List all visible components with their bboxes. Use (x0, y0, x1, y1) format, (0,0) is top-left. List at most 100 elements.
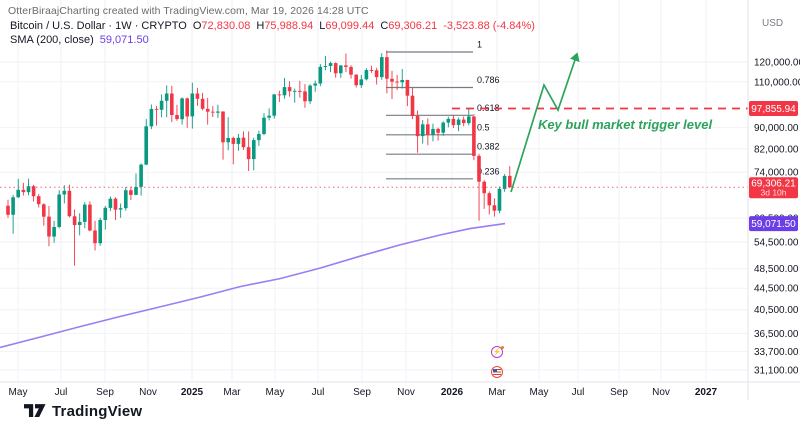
tradingview-logo-icon (24, 404, 46, 417)
candle (83, 202, 87, 229)
symbol-title: Bitcoin / U.S. Dollar · 1W · CRYPTO (10, 20, 187, 32)
candle (339, 65, 343, 78)
time-tick-label: Jul (55, 387, 68, 398)
chart-legend: Bitcoin / U.S. Dollar · 1W · CRYPTO O72,8… (10, 19, 535, 47)
candle (149, 104, 154, 130)
candle (318, 64, 323, 87)
tradingview-logo[interactable]: TradingView (24, 403, 142, 420)
bar-countdown-label: 3d 10h (761, 188, 787, 198)
candle (103, 206, 108, 230)
time-axis[interactable]: May Jul Sep Nov 2025 Mar May Jul Sep Nov 2026 Mar Ma… (9, 387, 718, 398)
price-tick-label: 82,000.00 (754, 144, 799, 155)
candle (369, 65, 374, 73)
time-tick-label: 2026 (441, 387, 464, 398)
candle (292, 88, 297, 103)
candle (205, 97, 210, 125)
us-economic-event-icon[interactable] (491, 366, 503, 378)
price-tick-label: 120,000.00 (754, 58, 800, 69)
candle (52, 220, 56, 243)
price-tick-label: 110,000.00 (754, 77, 800, 88)
sma200-line[interactable] (0, 222, 506, 349)
fib-level-label: 0.382 (477, 142, 500, 152)
time-tick-label: Sep (353, 387, 371, 398)
time-tick-label: Nov (139, 387, 157, 398)
candle (308, 84, 312, 104)
time-tick-label: Nov (652, 387, 670, 398)
candle (359, 74, 364, 88)
candle (303, 84, 307, 108)
candle (170, 85, 174, 123)
price-axis-unit: USD (762, 18, 784, 29)
candle (93, 220, 97, 251)
candle (287, 81, 292, 97)
fib-level-label: 0.618 (477, 103, 500, 113)
candle (118, 203, 123, 218)
last-price-label: 69,306.21 (751, 179, 796, 190)
candle (190, 82, 195, 129)
candle (467, 108, 471, 126)
us-flag-icon (493, 369, 501, 375)
candle (57, 190, 61, 229)
crypto-event-icon[interactable]: ⚡ (491, 346, 504, 358)
grid (0, 0, 748, 382)
candle (200, 92, 205, 111)
candle (108, 196, 113, 212)
candle (175, 104, 179, 121)
candle (502, 174, 507, 192)
fib-retracement-drawing[interactable]: 1 0.786 0.618 0.5 0.382 0.236 (386, 40, 500, 180)
time-tick-label: Jul (572, 387, 585, 398)
candle (410, 87, 415, 120)
ohlc-close-key: C (380, 20, 389, 32)
candle (364, 68, 369, 81)
symbol-legend-row[interactable]: Bitcoin / U.S. Dollar · 1W · CRYPTO O72,8… (10, 19, 535, 33)
sma-value: 59,071.50 (99, 34, 149, 46)
candle (482, 180, 486, 209)
candle (226, 117, 230, 151)
time-tick-label: Nov (397, 387, 415, 398)
time-tick-label: May (530, 387, 549, 398)
price-tick-label: 44,500.00 (754, 284, 799, 295)
price-tick-label: 36,500.00 (754, 329, 799, 340)
candle (21, 182, 26, 196)
candle (257, 130, 261, 146)
ohlc-low-key: L (319, 20, 326, 32)
annotation-text[interactable]: Key bull market trigger level (538, 117, 713, 132)
candle (446, 116, 451, 128)
candle (180, 97, 184, 125)
candle (129, 186, 133, 200)
candle (380, 53, 384, 80)
candle (124, 186, 128, 211)
candle (262, 113, 266, 136)
price-axis[interactable]: 120,000.00 110,000.00 90,000.00 82,000.00 74… (749, 58, 800, 377)
candle (16, 178, 20, 198)
price-tick-label: 33,700.00 (754, 347, 799, 358)
candle (508, 166, 512, 188)
fib-level-label: 0.236 (477, 166, 500, 176)
last-price-badge (749, 177, 798, 199)
candle (231, 136, 236, 165)
candle (36, 193, 41, 208)
candle (472, 114, 476, 161)
candle (144, 119, 148, 166)
candle (195, 87, 200, 106)
trigger-price-label: 97,855.94 (751, 104, 796, 115)
price-tick-label: 54,500.00 (754, 238, 799, 249)
candle (282, 77, 287, 99)
candle (492, 198, 497, 217)
candle (221, 111, 225, 160)
candle (323, 56, 328, 71)
time-tick-label: May (9, 387, 28, 398)
candle (277, 90, 282, 102)
time-tick-label: Jul (312, 387, 325, 398)
candle (159, 94, 164, 118)
time-tick-label: Mar (488, 387, 506, 398)
price-tick-label: 90,000.00 (754, 123, 799, 134)
candle (216, 104, 220, 118)
candlestick-series (6, 50, 512, 266)
bullish-projection-arrow[interactable] (510, 52, 580, 193)
time-tick-label: 2027 (695, 387, 718, 398)
sma-legend-row[interactable]: SMA (200, close) 59,071.50 (10, 33, 535, 47)
candle (113, 197, 118, 220)
